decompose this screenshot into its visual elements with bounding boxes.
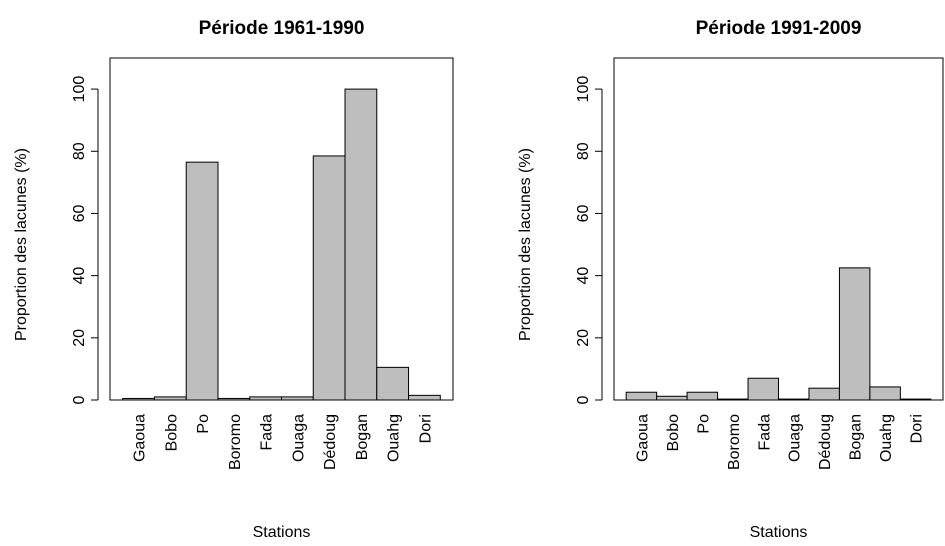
x-tick-label: Dori <box>417 414 434 443</box>
y-tick-label: 80 <box>575 142 592 160</box>
x-tick-label: Ouahg <box>878 414 895 462</box>
x-tick-label: Dédoug <box>322 414 339 470</box>
y-axis-label: Proportion des lacunes (%) <box>13 148 30 341</box>
x-tick-label: Dori <box>909 414 926 443</box>
bar <box>376 366 410 401</box>
y-tick-label: 80 <box>71 142 88 160</box>
y-tick-label: 60 <box>575 204 592 222</box>
bar <box>656 395 688 401</box>
bar <box>625 391 658 401</box>
bar <box>808 387 840 401</box>
bar <box>185 161 219 401</box>
y-tick-label: 60 <box>71 204 88 222</box>
y-tick-label: 40 <box>575 267 592 285</box>
plot-box <box>109 57 454 401</box>
x-tick-label: Boromo <box>726 414 743 470</box>
bar <box>838 267 871 401</box>
x-tick-label: Boromo <box>227 414 244 470</box>
x-tick-label: Fada <box>259 414 276 451</box>
x-tick-label: Fada <box>756 414 773 451</box>
y-tick-label: 20 <box>575 329 592 347</box>
bar <box>869 386 901 401</box>
x-axis-label: Stations <box>750 524 808 541</box>
bar <box>747 377 780 401</box>
chart-title: Période 1991-2009 <box>696 18 862 39</box>
x-tick-label: Bobo <box>163 414 180 451</box>
y-tick-label: 100 <box>575 76 592 103</box>
x-tick-label: Gaoua <box>132 414 149 462</box>
x-tick-label: Po <box>195 414 212 434</box>
y-tick-label: 0 <box>575 395 592 404</box>
y-axis-label: Proportion des lacunes (%) <box>517 148 534 341</box>
y-tick-label: 20 <box>71 329 88 347</box>
bar <box>686 391 719 401</box>
x-tick-label: Dédoug <box>817 414 834 470</box>
bar <box>312 155 346 401</box>
x-axis-label: Stations <box>253 524 311 541</box>
bar <box>408 394 441 401</box>
x-tick-label: Bogan <box>848 414 865 460</box>
x-tick-label: Gaoua <box>634 414 651 462</box>
x-tick-label: Bobo <box>665 414 682 451</box>
x-tick-label: Po <box>695 414 712 434</box>
x-tick-label: Ouaga <box>290 414 307 462</box>
y-tick-label: 100 <box>71 76 88 103</box>
y-tick-label: 0 <box>71 395 88 404</box>
bar <box>344 88 378 401</box>
chart-title: Période 1961-1990 <box>199 18 365 39</box>
y-tick-label: 40 <box>71 267 88 285</box>
plot-box <box>613 57 944 401</box>
x-tick-label: Ouaga <box>787 414 804 462</box>
x-tick-label: Bogan <box>354 414 371 460</box>
x-tick-label: Ouahg <box>386 414 403 462</box>
